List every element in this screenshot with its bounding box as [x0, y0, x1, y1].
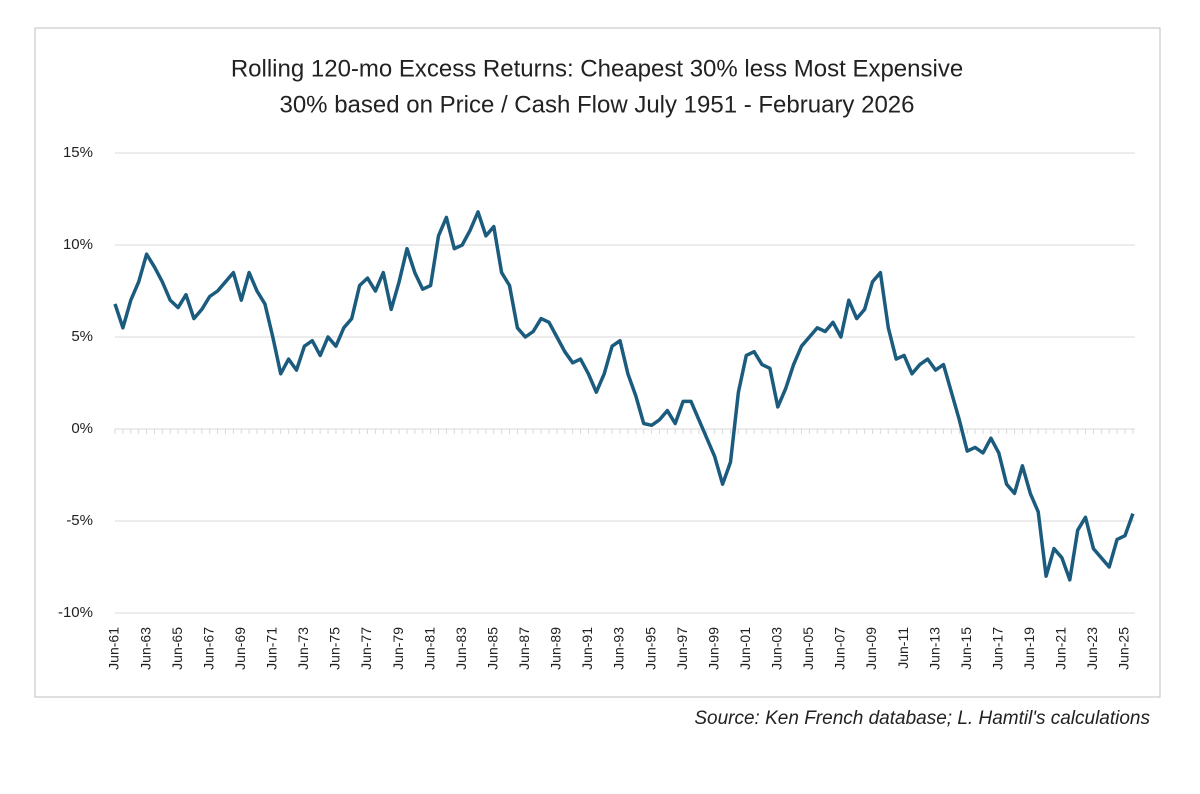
x-tick-label: Jun-79	[390, 627, 406, 670]
x-tick-label: Jun-89	[548, 627, 564, 670]
x-tick-label: Jun-11	[895, 627, 911, 669]
x-tick-label: Jun-13	[926, 627, 942, 670]
chart-border	[34, 27, 1161, 698]
x-tick-label: Jun-65	[169, 627, 185, 670]
x-tick-label: Jun-93	[611, 627, 627, 670]
x-tick-label: Jun-71	[264, 627, 280, 670]
x-tick-label: Jun-63	[137, 627, 153, 670]
y-tick-label: 15%	[63, 144, 93, 161]
y-tick-label: -5%	[66, 512, 93, 529]
x-tick-label: Jun-73	[295, 627, 311, 670]
x-tick-label: Jun-05	[800, 627, 816, 670]
x-tick-label: Jun-75	[327, 627, 343, 670]
x-tick-label: Jun-77	[358, 627, 374, 670]
x-tick-label: Jun-85	[484, 627, 500, 670]
x-tick-label: Jun-21	[1053, 627, 1069, 670]
y-tick-label: 0%	[71, 420, 93, 437]
x-tick-label: Jun-61	[106, 627, 122, 670]
x-tick-label: Jun-99	[705, 627, 721, 670]
x-tick-label: Jun-25	[1116, 627, 1132, 670]
x-tick-label: Jun-91	[579, 627, 595, 670]
x-tick-label: Jun-01	[737, 627, 753, 670]
x-tick-label: Jun-83	[453, 627, 469, 670]
y-tick-label: 10%	[63, 236, 93, 253]
y-tick-label: 5%	[71, 328, 93, 345]
chart-title: Rolling 120-mo Excess Returns: Cheapest …	[231, 55, 963, 82]
x-tick-label: Jun-87	[516, 627, 532, 670]
y-tick-label: -10%	[58, 604, 93, 621]
x-tick-label: Jun-07	[832, 627, 848, 670]
x-tick-label: Jun-69	[232, 627, 248, 670]
x-tick-label: Jun-09	[863, 627, 879, 670]
x-tick-label: Jun-15	[958, 627, 974, 670]
x-tick-label: Jun-23	[1084, 627, 1100, 670]
x-tick-label: Jun-03	[769, 627, 785, 670]
x-tick-label: Jun-17	[989, 627, 1005, 670]
x-tick-label: Jun-81	[421, 627, 437, 670]
data-line	[113, 210, 1135, 582]
x-tick-label: Jun-97	[674, 627, 690, 670]
chart-title: 30% based on Price / Cash Flow July 1951…	[279, 91, 914, 118]
x-tick-label: Jun-19	[1021, 627, 1037, 670]
x-tick-label: Jun-67	[200, 627, 216, 670]
x-tick-label: Jun-95	[642, 627, 658, 670]
source-note: Source: Ken French database; L. Hamtil's…	[694, 708, 1150, 729]
